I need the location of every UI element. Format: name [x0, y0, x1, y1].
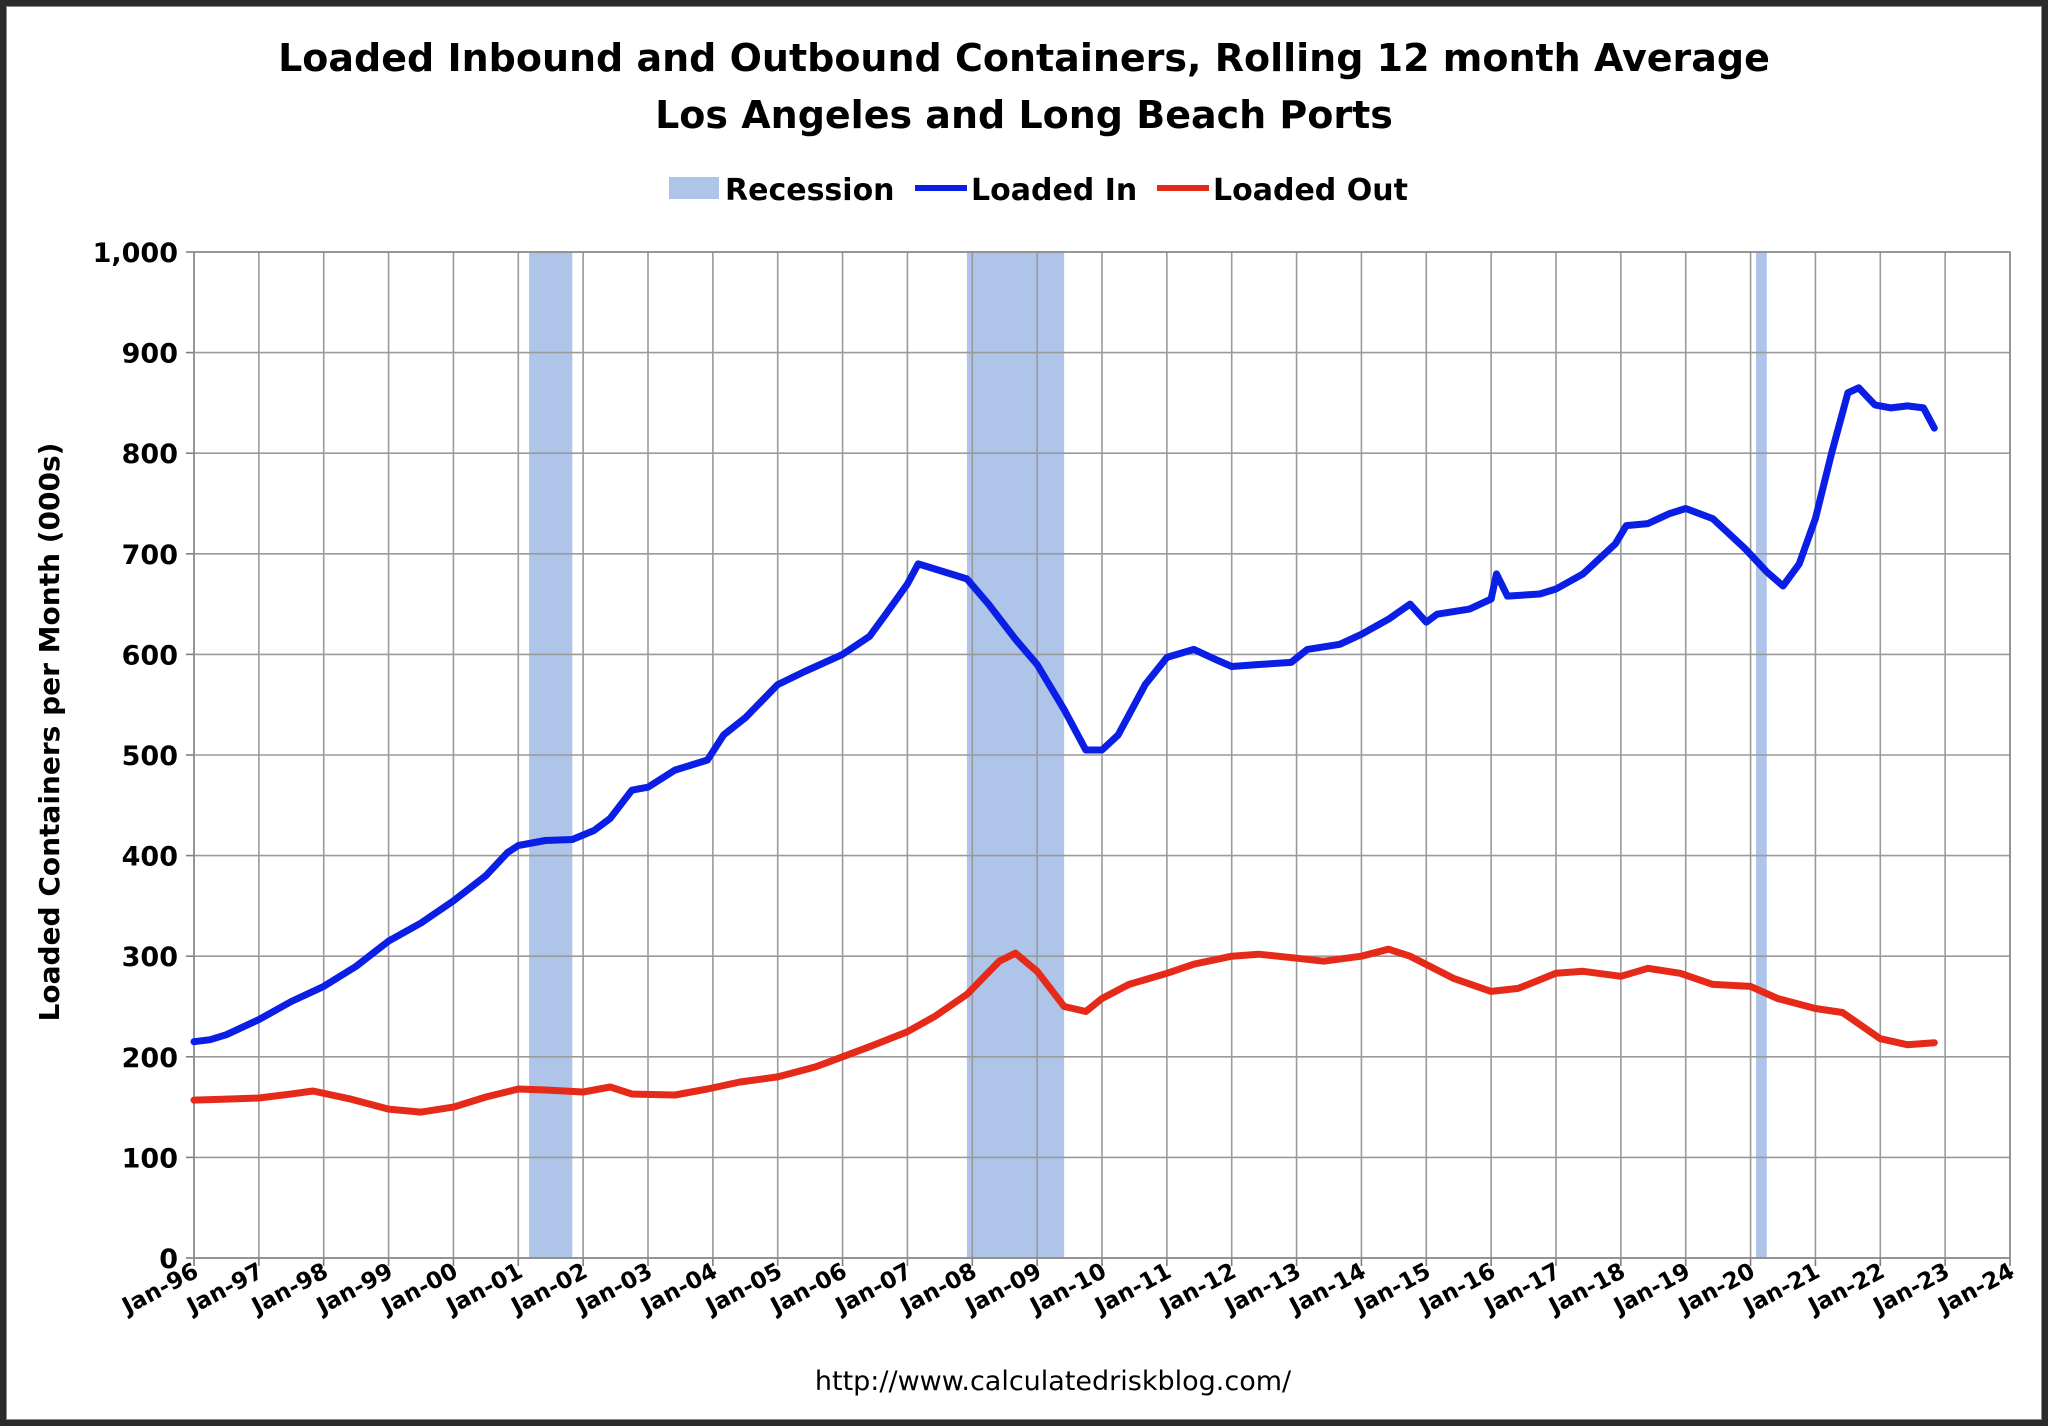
y-tick-label: 0 [159, 1244, 178, 1275]
y-tick-label: 1,000 [93, 238, 178, 269]
chart-frame: Loaded Inbound and Outbound Containers, … [6, 6, 2042, 1420]
source-url: http://www.calculatedriskblog.com/ [815, 1366, 1292, 1397]
y-tick-label: 900 [122, 339, 178, 370]
y-tick-label: 100 [122, 1143, 178, 1174]
series-lines [190, 384, 1938, 1116]
y-tick-label: 300 [122, 942, 178, 973]
x-axis-ticks: Jan-96Jan-97Jan-98Jan-99Jan-00Jan-01Jan-… [116, 1258, 2018, 1320]
y-tick-label: 600 [122, 640, 178, 671]
legend: Recession Loaded In Loaded Out [669, 173, 1408, 208]
legend-swatch-recession [669, 177, 719, 199]
y-tick-label: 800 [122, 439, 178, 470]
y-tick-label: 400 [122, 842, 178, 873]
chart-title: Loaded Inbound and Outbound Containers, … [278, 36, 1770, 80]
y-tick-label: 200 [122, 1043, 178, 1074]
line-chart: Loaded Inbound and Outbound Containers, … [33, 36, 2019, 1397]
series-line-loaded-out [190, 945, 1938, 1116]
y-axis-label: Loaded Containers per Month (000s) [33, 443, 66, 1022]
gridlines [186, 251, 2011, 1266]
series-line-loaded-in [190, 384, 1938, 1046]
legend-label-loaded-out: Loaded Out [1213, 173, 1408, 208]
plot-area-border [193, 251, 2011, 1259]
legend-label-loaded-in: Loaded In [971, 173, 1137, 208]
y-tick-label: 700 [122, 540, 178, 571]
legend-label-recession: Recession [725, 173, 895, 208]
y-axis-ticks: 0 100 200 300 400 500 600 700 800 900 1,000 [93, 238, 178, 1275]
y-tick-label: 500 [122, 741, 178, 772]
chart-subtitle: Los Angeles and Long Beach Ports [655, 93, 1393, 137]
